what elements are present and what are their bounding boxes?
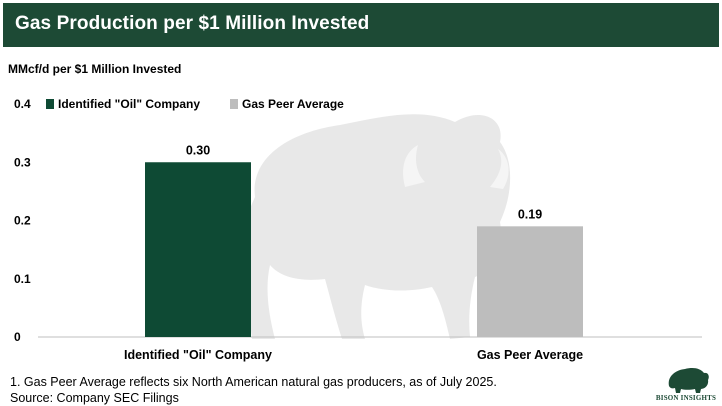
y-tick-label: 0 [14,330,21,344]
source-text: Source: Company SEC Filings [10,391,179,405]
legend-item: Identified "Oil" Company [46,97,200,111]
chart-area: MMcf/d per $1 Million Invested 0 0.1 0.2 0.… [0,47,722,367]
y-tick-label: 0.1 [14,272,31,286]
bar [477,226,583,337]
y-axis-label: MMcf/d per $1 Million Invested [8,62,181,76]
bar-value-label: 0.19 [518,207,542,221]
bison-watermark-icon [245,114,511,339]
footnote-text: 1. Gas Peer Average reflects six North A… [10,375,497,389]
legend-label: Gas Peer Average [242,97,344,111]
x-axis-ticks: Identified "Oil" Company Gas Peer Average [124,348,583,362]
y-tick-label: 0.3 [14,155,31,169]
bison-insights-logo: BISON INSIGHTS [655,362,717,404]
legend-swatch [230,99,238,109]
bar [145,162,251,337]
y-tick-label: 0.4 [14,97,31,111]
legend-label: Identified "Oil" Company [58,97,200,111]
title-banner: Gas Production per $1 Million Invested [3,3,719,47]
footnotes: 1. Gas Peer Average reflects six North A… [10,374,497,406]
chart-title: Gas Production per $1 Million Invested [15,13,370,34]
x-tick-label: Identified "Oil" Company [124,348,272,362]
legend-item: Gas Peer Average [230,97,344,111]
chart-legend: Identified "Oil" Company Gas Peer Average [46,97,344,111]
bar-series: 0.30 0.19 [145,143,583,337]
bison-logo-icon [668,368,709,393]
y-axis-ticks: 0 0.1 0.2 0.3 0.4 [14,97,31,344]
bar-chart: MMcf/d per $1 Million Invested 0 0.1 0.2 0.… [8,62,702,362]
bar-value-label: 0.30 [186,143,210,157]
y-tick-label: 0.2 [14,214,31,228]
x-tick-label: Gas Peer Average [477,348,583,362]
logo-text: BISON INSIGHTS [655,394,717,402]
legend-swatch [46,99,54,109]
